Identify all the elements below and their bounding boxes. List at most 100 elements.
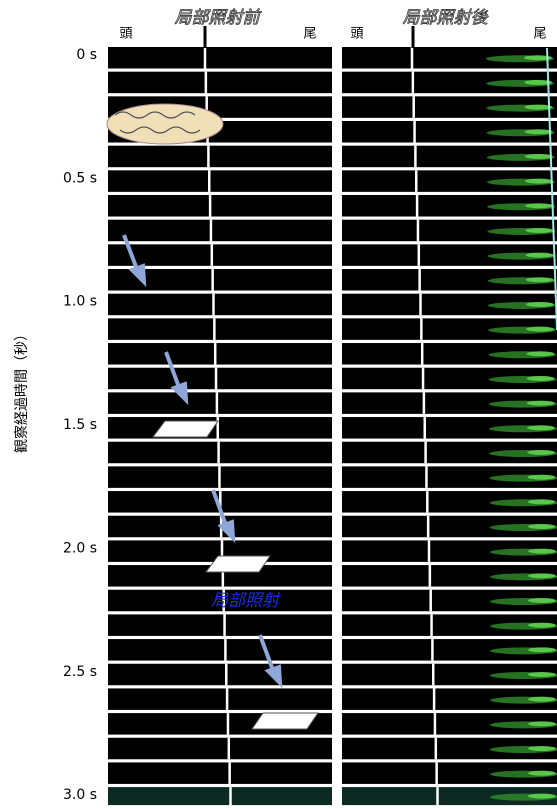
fluorescence bbox=[526, 400, 555, 406]
arrows bbox=[122, 234, 283, 689]
strip bbox=[108, 293, 332, 316]
strip bbox=[108, 737, 332, 760]
strip bbox=[342, 614, 557, 636]
fluorescence bbox=[528, 793, 556, 799]
fluorescence bbox=[528, 622, 556, 628]
strip bbox=[342, 688, 557, 710]
strip bbox=[342, 663, 557, 686]
strip bbox=[108, 663, 332, 686]
strip bbox=[108, 343, 332, 365]
cyan-trace bbox=[546, 47, 557, 331]
fluorescence bbox=[526, 326, 555, 332]
strip bbox=[342, 417, 557, 439]
fluorescence bbox=[526, 301, 554, 307]
strip bbox=[342, 195, 557, 217]
strip bbox=[108, 318, 332, 340]
tail-label: 尾 bbox=[303, 27, 316, 42]
annotation: 局部照射 bbox=[211, 591, 281, 611]
fluorescence bbox=[527, 449, 556, 455]
strip bbox=[108, 47, 332, 69]
kymograph-strips bbox=[108, 47, 557, 806]
strip bbox=[342, 96, 557, 118]
fluorescence bbox=[524, 153, 553, 159]
fluorescence bbox=[524, 129, 553, 135]
strip bbox=[342, 639, 557, 661]
strip bbox=[108, 540, 332, 562]
fluorescence bbox=[528, 721, 556, 727]
before-label: 局部照射前 bbox=[175, 8, 262, 28]
strip bbox=[342, 121, 557, 143]
fluorescence bbox=[524, 79, 553, 85]
y-tick-label: 1.5 s bbox=[63, 417, 97, 433]
fluorescence bbox=[528, 696, 556, 702]
strip bbox=[342, 343, 557, 365]
fluorescence bbox=[525, 227, 554, 233]
strip bbox=[342, 47, 557, 69]
strip bbox=[342, 71, 557, 94]
strip bbox=[342, 219, 557, 242]
strip bbox=[342, 787, 557, 806]
strip bbox=[108, 614, 332, 636]
fluorescence bbox=[528, 548, 556, 554]
strip bbox=[342, 244, 557, 266]
fluorescence bbox=[528, 672, 556, 677]
strip bbox=[342, 145, 557, 168]
strip bbox=[108, 244, 332, 266]
strip bbox=[342, 762, 557, 784]
strip bbox=[342, 269, 557, 291]
y-tick-label: 3.0 s bbox=[63, 787, 97, 803]
strip bbox=[342, 367, 557, 390]
head-label: 頭 bbox=[119, 27, 132, 42]
fluorescence bbox=[524, 55, 552, 61]
fluorescence bbox=[527, 425, 555, 431]
strip bbox=[108, 195, 332, 217]
fluorescence bbox=[528, 597, 556, 603]
fluorescence bbox=[525, 277, 554, 283]
fluorescence bbox=[525, 203, 554, 209]
fluorescence bbox=[524, 104, 553, 110]
fluorescence bbox=[525, 252, 554, 258]
strip bbox=[108, 639, 332, 661]
fluorescence bbox=[527, 474, 556, 480]
strip bbox=[108, 589, 332, 612]
strip bbox=[108, 170, 332, 192]
worm-icon bbox=[106, 103, 224, 145]
strip bbox=[342, 589, 557, 612]
strip bbox=[342, 318, 557, 340]
fluorescence bbox=[528, 573, 556, 579]
fluorescence bbox=[528, 647, 556, 653]
strip bbox=[342, 540, 557, 562]
strip bbox=[108, 367, 332, 390]
strip bbox=[342, 515, 557, 538]
strip bbox=[108, 441, 332, 464]
y-tick-label: 2.0 s bbox=[63, 540, 97, 556]
strip bbox=[342, 170, 557, 192]
fluorescence bbox=[527, 523, 556, 529]
strip bbox=[342, 737, 557, 760]
strip bbox=[342, 441, 557, 464]
strip bbox=[108, 688, 332, 710]
after-label: 局部照射後 bbox=[403, 8, 489, 28]
strip bbox=[342, 713, 557, 735]
strip bbox=[342, 466, 557, 488]
worm-detail bbox=[114, 111, 201, 134]
strip bbox=[342, 565, 557, 587]
y-axis-title: 観察経過時間（秒） bbox=[13, 327, 30, 453]
fluorescence bbox=[528, 770, 556, 776]
strip bbox=[342, 293, 557, 316]
strip bbox=[342, 392, 557, 414]
strip bbox=[108, 392, 332, 414]
y-tick-label: 1.0 s bbox=[63, 294, 97, 310]
fluorescence bbox=[528, 746, 556, 752]
head-label: 頭 bbox=[350, 27, 363, 42]
fluorescence bbox=[525, 178, 553, 184]
light-icons bbox=[152, 420, 319, 730]
strip bbox=[108, 417, 332, 439]
strip bbox=[108, 787, 332, 806]
strip bbox=[108, 565, 332, 587]
strip bbox=[108, 762, 332, 784]
fluorescence bbox=[526, 375, 555, 381]
strip bbox=[108, 269, 332, 291]
strip bbox=[108, 219, 332, 242]
fluorescence bbox=[526, 351, 555, 357]
